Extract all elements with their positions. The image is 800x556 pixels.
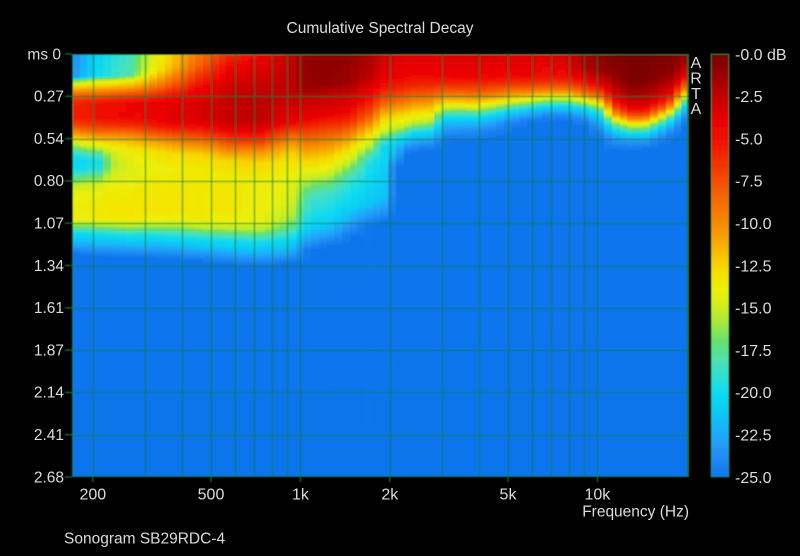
svg-text:R: R: [690, 70, 702, 87]
svg-text:Cumulative Spectral Decay: Cumulative Spectral Decay: [287, 20, 474, 37]
svg-text:-2.5: -2.5: [735, 89, 763, 106]
svg-text:-7.5: -7.5: [735, 174, 763, 191]
svg-text:1.34: 1.34: [34, 258, 65, 275]
svg-text:2.68: 2.68: [34, 469, 64, 486]
svg-text:0.54: 0.54: [34, 131, 65, 148]
svg-text:-22.5: -22.5: [735, 428, 772, 445]
svg-text:-5.0: -5.0: [735, 131, 763, 148]
svg-text:-0.0 dB: -0.0 dB: [735, 47, 787, 64]
svg-text:5k: 5k: [500, 487, 518, 504]
svg-text:0.27: 0.27: [34, 89, 64, 106]
svg-text:200: 200: [79, 487, 106, 504]
svg-text:0.80: 0.80: [34, 173, 65, 190]
svg-text:-17.5: -17.5: [735, 343, 772, 360]
svg-text:Sonogram SB29RDC-4: Sonogram SB29RDC-4: [64, 531, 225, 548]
svg-text:500: 500: [198, 487, 225, 504]
svg-text:A: A: [691, 101, 702, 118]
svg-text:2k: 2k: [381, 487, 399, 504]
svg-text:10k: 10k: [585, 487, 612, 504]
svg-text:-12.5: -12.5: [735, 258, 772, 275]
svg-text:Frequency (Hz): Frequency (Hz): [582, 504, 689, 521]
svg-text:2.14: 2.14: [34, 385, 65, 402]
svg-text:1.61: 1.61: [34, 300, 64, 317]
svg-text:1k: 1k: [292, 487, 310, 504]
svg-text:1.87: 1.87: [34, 342, 64, 359]
svg-text:ms 0: ms 0: [27, 46, 61, 63]
svg-text:T: T: [691, 86, 701, 103]
svg-text:2.41: 2.41: [34, 427, 64, 444]
svg-text:1.07: 1.07: [34, 216, 64, 233]
svg-text:-20.0: -20.0: [735, 385, 772, 402]
svg-text:A: A: [691, 55, 702, 72]
svg-text:-10.0: -10.0: [735, 216, 772, 233]
svg-text:-15.0: -15.0: [735, 301, 772, 318]
svg-text:-25.0: -25.0: [735, 470, 772, 487]
